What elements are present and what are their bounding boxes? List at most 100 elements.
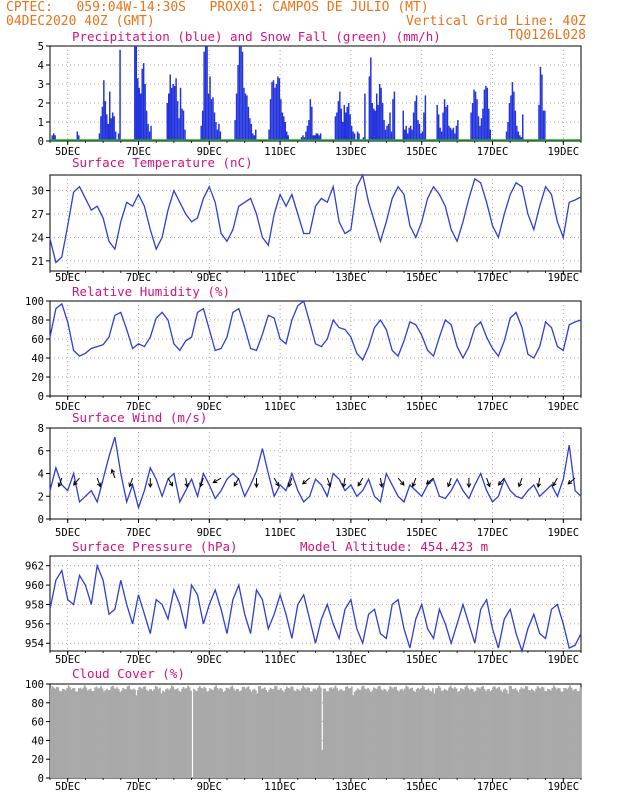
- precip-bar: [141, 68, 143, 141]
- precip-bar: [142, 63, 145, 141]
- cloud-bar: [544, 690, 546, 778]
- precip-bar: [119, 49, 121, 141]
- precip-bar: [334, 116, 337, 141]
- cloud-bar: [331, 688, 334, 778]
- cloud-bar: [80, 689, 83, 778]
- precip-bar: [387, 123, 390, 141]
- precip-bar: [201, 110, 204, 141]
- cloud-bar: [92, 691, 95, 778]
- x-tick-label: 9DEC: [197, 527, 222, 539]
- precip-bar: [342, 122, 344, 141]
- precip-bar: [138, 87, 140, 141]
- precip-bar: [168, 93, 170, 141]
- cloud-bar: [153, 689, 156, 778]
- x-tick-label: 5DEC: [55, 401, 80, 413]
- precip-bar: [300, 137, 303, 141]
- precip-bar: [386, 125, 388, 141]
- cloud-bar: [322, 688, 325, 778]
- x-tick-label: 9DEC: [197, 272, 222, 284]
- precip-bar: [137, 78, 139, 141]
- precip-bar: [209, 76, 211, 141]
- precip-bar: [284, 122, 286, 141]
- precip-bar: [405, 125, 407, 141]
- cloud-bar: [470, 688, 473, 778]
- cloud-bar: [396, 690, 399, 778]
- precip-bar: [343, 104, 345, 141]
- wind-arrow-head: [233, 481, 238, 487]
- cloud-bar: [455, 688, 458, 778]
- cloud-bar: [417, 687, 420, 778]
- precip-bar: [440, 131, 443, 141]
- precip-bar: [346, 106, 348, 141]
- precip-bar: [235, 93, 238, 141]
- cloud-bar: [429, 690, 431, 778]
- precip-bar: [340, 108, 343, 141]
- precip-bar: [309, 99, 312, 141]
- cloud-bar: [314, 688, 316, 778]
- precip-bar: [287, 135, 289, 141]
- precip-bar: [109, 91, 111, 141]
- x-tick-label: 5DEC: [55, 654, 80, 666]
- cloud-bar: [520, 687, 523, 778]
- precip-bar: [364, 93, 366, 141]
- cloud-bar: [346, 686, 349, 778]
- cloud-bar: [367, 687, 369, 778]
- cloud-bar: [286, 686, 288, 778]
- precip-bar: [446, 104, 449, 141]
- y-tick-label: 0: [38, 514, 44, 526]
- wind-arrow: [213, 477, 222, 483]
- cloud-bar: [216, 687, 219, 778]
- precip-bar: [486, 87, 489, 141]
- wind-arrow-head: [536, 482, 542, 488]
- wind-arrow-head: [199, 482, 204, 488]
- y-tick-label: 3: [38, 79, 44, 91]
- cloud-bar: [262, 688, 265, 778]
- precip-bar: [449, 127, 452, 141]
- precip-bar: [172, 84, 174, 141]
- y-tick-label: 954: [25, 638, 44, 650]
- precip-bar: [480, 118, 483, 141]
- precip-bar: [390, 131, 393, 141]
- cloud-bar: [142, 686, 145, 778]
- cloud-bar: [390, 687, 393, 778]
- wind-arrow: [537, 477, 541, 488]
- cloud-bar: [64, 690, 67, 778]
- cloud-bar: [356, 688, 359, 778]
- cloud-bar: [405, 685, 408, 778]
- cloud-bar: [79, 687, 82, 778]
- wind-arrow: [167, 477, 173, 487]
- y-tick-label: 960: [25, 580, 44, 592]
- cloud-bar: [225, 687, 228, 778]
- cloud-bar: [227, 688, 229, 778]
- cloud-bar: [82, 687, 85, 778]
- cloud-bar: [411, 687, 414, 778]
- cloud-bar: [100, 686, 102, 778]
- cloud-bar: [181, 688, 184, 778]
- precip-bar: [175, 78, 177, 141]
- precip-bar: [371, 103, 374, 141]
- cloud-bar: [147, 691, 150, 778]
- cloud-bar: [529, 690, 532, 778]
- precip-bar: [380, 87, 382, 141]
- y-tick-label: 0: [38, 391, 44, 403]
- x-tick-label: 11DEC: [264, 654, 296, 666]
- cloud-bar: [194, 690, 197, 778]
- cloud-bar: [539, 688, 542, 778]
- panel-title: Precipitation (blue) and Snow Fall (gree…: [72, 29, 441, 44]
- precip-bar: [247, 106, 250, 141]
- cloud-bar: [188, 687, 191, 778]
- cloud-bar: [260, 688, 263, 778]
- x-tick-label: 7DEC: [126, 654, 151, 666]
- cloud-bar: [572, 690, 574, 778]
- cloud-bar: [172, 686, 175, 778]
- precip-bar: [457, 120, 459, 141]
- cloud-bar: [535, 688, 538, 778]
- precip-bar: [315, 133, 317, 141]
- cloud-bar: [309, 691, 312, 778]
- precip-bar: [249, 118, 251, 141]
- cloud-bar: [448, 687, 451, 778]
- x-tick-label: 5DEC: [55, 781, 80, 793]
- cloud-bar: [83, 685, 86, 778]
- series-line: [49, 563, 582, 654]
- precip-bar: [269, 99, 272, 141]
